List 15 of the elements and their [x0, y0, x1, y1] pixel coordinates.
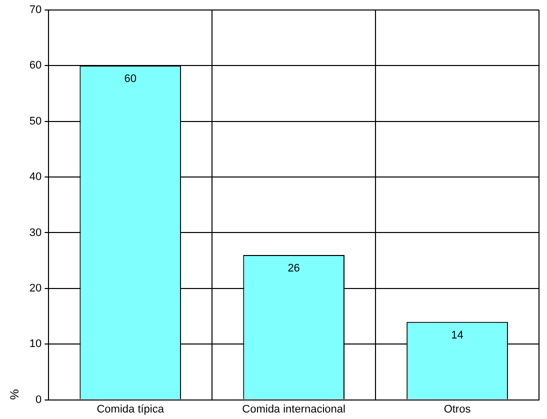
x-tick-label: Otros: [444, 403, 472, 416]
x-tick-label: Comida internacional: [242, 403, 346, 416]
y-tick-label: 10: [29, 338, 42, 350]
x-tick-label: Comida típica: [96, 403, 165, 416]
y-tick-label: 40: [29, 171, 42, 184]
y-tick-label: 0: [36, 394, 42, 406]
data-label: 14: [451, 329, 464, 342]
y-tick-label: 50: [29, 115, 42, 128]
y-tick-label: 30: [29, 226, 42, 239]
data-label: 26: [288, 262, 300, 275]
y-tick-label: 70: [29, 4, 42, 16]
y-axis-title: %: [8, 388, 22, 400]
y-tick-label: 60: [29, 60, 42, 72]
y-tick-label: 20: [29, 282, 42, 294]
data-label: 60: [124, 73, 136, 86]
